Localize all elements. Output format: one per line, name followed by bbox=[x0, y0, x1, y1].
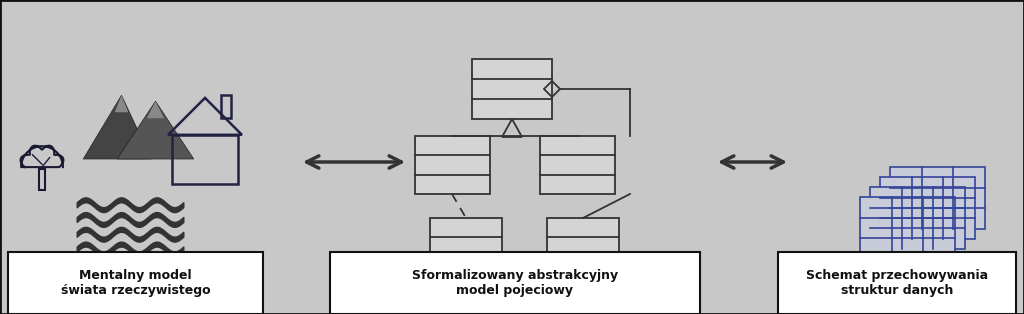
Bar bbox=[415, 136, 490, 194]
Polygon shape bbox=[83, 95, 152, 159]
Bar bbox=[860, 197, 955, 259]
Bar bbox=[778, 252, 1016, 314]
Bar bbox=[472, 59, 552, 119]
Bar bbox=[540, 136, 615, 194]
Polygon shape bbox=[147, 101, 164, 118]
Bar bbox=[221, 95, 231, 118]
Polygon shape bbox=[118, 101, 194, 159]
Text: Schemat przechowywania
struktur danych: Schemat przechowywania struktur danych bbox=[806, 269, 988, 297]
Bar bbox=[330, 252, 700, 314]
Bar bbox=[890, 167, 985, 229]
Bar bbox=[430, 218, 502, 274]
Bar bbox=[39, 169, 45, 190]
Bar bbox=[870, 187, 965, 249]
Polygon shape bbox=[115, 95, 128, 112]
Bar bbox=[8, 252, 263, 314]
Text: Mentalny model
świata rzeczywistego: Mentalny model świata rzeczywistego bbox=[60, 269, 210, 297]
Bar bbox=[547, 218, 618, 274]
Bar bbox=[880, 177, 975, 239]
Text: Sformalizowany abstrakcyjny
model pojeciowy: Sformalizowany abstrakcyjny model pojeci… bbox=[412, 269, 618, 297]
Bar bbox=[172, 135, 238, 184]
